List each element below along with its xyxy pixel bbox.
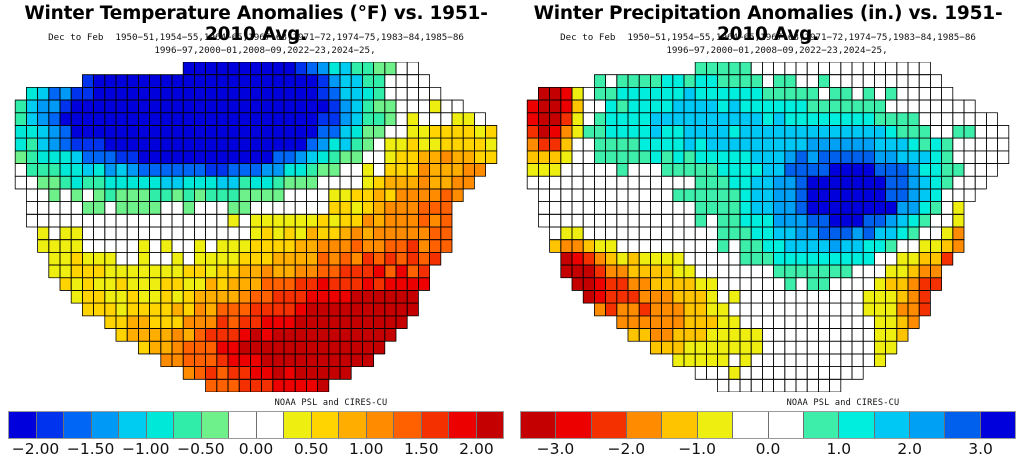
colorbar-tick-label: 0.00: [238, 440, 274, 458]
colorbar-cell: [36, 412, 64, 438]
colorbar-cell: [284, 412, 312, 438]
colorbar-cell: [768, 412, 804, 438]
colorbar-tick-label: −2.00: [11, 440, 60, 458]
colorbar-ticks-precipitation: −3.0 −2.0 −1.0 0.0 1.0 2.0 3.0: [520, 440, 1016, 462]
colorbar-cell: [662, 412, 698, 438]
colorbar-tick-label: −3.0: [536, 440, 575, 458]
colorbar-tick-label: 2.00: [459, 440, 494, 458]
colorbar-cell: [980, 412, 1016, 438]
colorbar-cell: [591, 412, 628, 438]
panel-subtitle-precipitation: Dec to Feb 1950−51,1954−55,1964−65,1967−6…: [512, 31, 1024, 57]
colorbar-cell: [339, 412, 367, 438]
colorbar-cell: [556, 412, 592, 438]
colorbar-cell: [394, 412, 422, 438]
colorbar-cell: [174, 412, 202, 438]
colorbar-tick-label: 3.0: [968, 440, 993, 458]
map-temperature: [4, 62, 508, 392]
colorbar-cell: [476, 412, 503, 438]
years-line1-precipitation: 1950−51,1954−55,1964−65,1967−68,1971−72,…: [627, 32, 976, 43]
colorbar-cell: [256, 412, 284, 438]
colorbar-tick-label: 0.0: [755, 440, 781, 458]
panel-title-temperature: Winter Temperature Anomalies (°F) vs. 19…: [24, 3, 488, 45]
panel-title-precipitation: Winter Precipitation Anomalies (in.) vs.…: [533, 3, 1003, 45]
colorbar-cell: [874, 412, 910, 438]
colorbar-tick-label: −0.50: [177, 440, 225, 458]
colorbar-cell: [91, 412, 119, 438]
colorbar-cell: [9, 412, 37, 438]
colorbar-cell: [146, 412, 174, 438]
colorbar-temperature: [8, 411, 504, 439]
colorbar-cell: [449, 412, 477, 438]
colorbar-tick-label: 1.50: [404, 440, 439, 458]
colorbar-cell: [201, 412, 229, 438]
colorbar-tick-label: 1.00: [348, 440, 384, 458]
colorbar-cell: [521, 412, 557, 438]
map-temperature-outlines: [14, 62, 498, 392]
colorbar-tick-label: −1.0: [678, 440, 716, 458]
panel-temperature: Winter Temperature Anomalies (°F) vs. 19…: [0, 3, 512, 462]
map-precipitation: [516, 62, 1020, 392]
colorbar-cell: [909, 412, 946, 438]
colorbar-tick-label: −1.50: [66, 440, 115, 458]
map-precipitation-svg: [526, 62, 1010, 392]
map-temperature-svg: [14, 62, 498, 392]
season-label-temperature: Dec to Feb: [48, 32, 104, 43]
panel-subtitle-temperature: Dec to Feb 1950−51,1954−55,1964−65,1967−6…: [0, 31, 512, 57]
map-precipitation-outlines: [526, 62, 1010, 392]
colorbar-cell: [366, 412, 394, 438]
colorbar-cell: [697, 412, 734, 438]
colorbar-cell: [64, 412, 92, 438]
season-label-precipitation: Dec to Feb: [560, 32, 616, 43]
credit-precipitation: NOAA PSL and CIRES-CU: [786, 398, 900, 408]
colorbar-ticks-temperature: −2.00 −1.50 −1.00 −0.50 0.00 0.50 1.00 1.50 2.00: [8, 440, 504, 462]
colorbar-cell: [627, 412, 663, 438]
colorbar-cell: [229, 412, 257, 438]
colorbar-precipitation: [520, 411, 1016, 439]
years-line2-temperature: 1996−97,2000−01,2008−09,2022−23,2024−25,: [154, 45, 376, 56]
colorbar-tick-label: −2.0: [607, 440, 646, 458]
colorbar-tick-label: −1.00: [122, 440, 170, 458]
colorbar-cell: [945, 412, 981, 438]
colorbar-cell: [733, 412, 769, 438]
panel-precipitation: Winter Precipitation Anomalies (in.) vs.…: [512, 0, 1024, 465]
colorbar-cell: [119, 412, 147, 438]
colorbar-tick-label: 2.0: [897, 440, 923, 458]
colorbar-cell: [803, 412, 840, 438]
years-line1-temperature: 1950−51,1954−55,1964−65,1967−68,1971−72,…: [115, 32, 464, 43]
years-line2-precipitation: 1996−97,2000−01,2008−09,2022−23,2024−25,: [666, 45, 888, 56]
colorbar-tick-label: 0.50: [293, 440, 329, 458]
colorbar-cell: [421, 412, 449, 438]
map-temperature-fills: [15, 62, 497, 392]
colorbar-cell: [839, 412, 875, 438]
map-precipitation-fills: [527, 62, 1009, 392]
credit-temperature: NOAA PSL and CIRES-CU: [274, 398, 388, 408]
colorbar-cell: [311, 412, 339, 438]
colorbar-tick-label: 1.0: [826, 440, 852, 458]
